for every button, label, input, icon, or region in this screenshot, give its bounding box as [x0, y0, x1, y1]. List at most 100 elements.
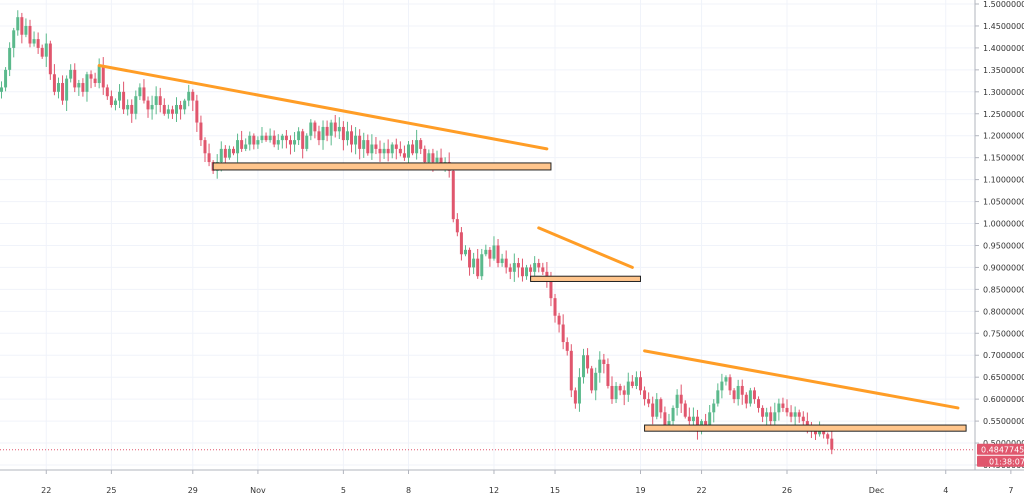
countdown-badge — [977, 455, 1024, 467]
candle — [557, 312, 561, 333]
candle-body — [199, 122, 203, 141]
candle — [496, 239, 500, 268]
y-tick-label: 0.50000000 — [983, 439, 1024, 448]
candle-body — [183, 100, 187, 110]
y-tick-label: 1.20000000 — [983, 132, 1024, 141]
support-zone[interactable] — [644, 424, 967, 432]
y-tick-label: 1.05000000 — [983, 198, 1024, 207]
candle-body — [553, 298, 557, 316]
x-tick-label: 22 — [696, 486, 706, 495]
candle-body — [826, 434, 830, 439]
candle — [109, 90, 113, 108]
candle-body — [435, 157, 439, 163]
candle-body — [134, 96, 138, 114]
candle-body — [105, 87, 109, 97]
candle-body — [175, 104, 179, 114]
candle — [504, 250, 508, 274]
candle — [341, 121, 345, 151]
y-axis[interactable]: 1.50000000 1.45000000 1.40000000 1.35000000… — [974, 0, 1024, 496]
candle-body — [345, 131, 349, 141]
candle — [329, 119, 333, 146]
candle-body — [590, 368, 594, 391]
candle-body — [777, 403, 781, 413]
candle — [146, 96, 150, 118]
candle-body — [671, 407, 675, 422]
candle — [573, 387, 577, 409]
y-tick-label: 1.45000000 — [983, 22, 1024, 31]
candle-body — [333, 122, 337, 132]
candle — [378, 140, 382, 162]
candle-body — [789, 412, 793, 417]
candle-body — [496, 245, 500, 264]
candle-body — [32, 39, 36, 44]
candle-body — [724, 377, 728, 382]
candle-body — [614, 385, 618, 400]
candle — [748, 387, 752, 407]
candle-body — [390, 144, 394, 154]
candle-body — [793, 412, 797, 417]
x-axis[interactable]: 22 25 29 Nov 5 8 12 15 19 22 26 Dec 4 7 — [0, 469, 1024, 496]
candle — [118, 84, 122, 109]
candle-body — [8, 47, 12, 70]
candle — [463, 245, 467, 257]
candle-body — [683, 403, 687, 417]
y-tick-label: 1.35000000 — [983, 66, 1024, 75]
candle — [769, 406, 773, 428]
candle-body — [814, 429, 817, 435]
trendline[interactable] — [643, 349, 960, 410]
candle-body — [512, 263, 516, 272]
candle — [122, 81, 126, 114]
x-tick-label: 29 — [188, 486, 198, 495]
candle — [724, 375, 728, 386]
candle — [150, 95, 154, 120]
candle-body — [805, 421, 809, 426]
candle-body — [402, 153, 406, 158]
candle — [459, 227, 463, 261]
x-tick-label: 5 — [341, 486, 346, 495]
candle-body — [317, 131, 321, 141]
candle — [297, 127, 301, 146]
candle — [598, 351, 602, 383]
candle-body — [378, 148, 382, 154]
drawings — [97, 63, 967, 432]
price-badges: 0.48477455 01:38:07 — [977, 443, 1024, 467]
candle — [402, 145, 406, 161]
candle-body — [223, 148, 227, 158]
candle-body — [439, 157, 443, 167]
candle-body — [97, 65, 101, 84]
candle — [256, 136, 260, 149]
candle-body — [28, 25, 32, 44]
candle-body — [565, 342, 569, 351]
candle-body — [138, 87, 142, 97]
candle-body — [301, 131, 305, 149]
candle-body — [293, 140, 297, 145]
candle-body — [622, 390, 626, 395]
candle-body — [736, 385, 740, 400]
candle-body — [309, 122, 313, 136]
candle — [179, 100, 183, 120]
candle-body — [93, 78, 97, 84]
candle — [777, 398, 781, 421]
candle-body — [744, 394, 748, 404]
support-zone[interactable] — [530, 275, 641, 282]
candle-body — [81, 83, 85, 92]
candle — [244, 138, 248, 152]
candle — [268, 128, 272, 143]
trendline[interactable] — [97, 63, 549, 151]
candle — [227, 145, 231, 160]
candle-body — [765, 412, 769, 417]
candle — [647, 392, 651, 408]
candle-body — [158, 96, 162, 105]
candle-body — [150, 104, 154, 110]
candle — [69, 64, 73, 83]
candle-body — [638, 377, 642, 391]
candle — [508, 263, 512, 280]
trendline[interactable] — [537, 226, 634, 269]
candle — [284, 129, 288, 149]
support-zone[interactable] — [212, 162, 552, 171]
candle — [671, 405, 675, 426]
